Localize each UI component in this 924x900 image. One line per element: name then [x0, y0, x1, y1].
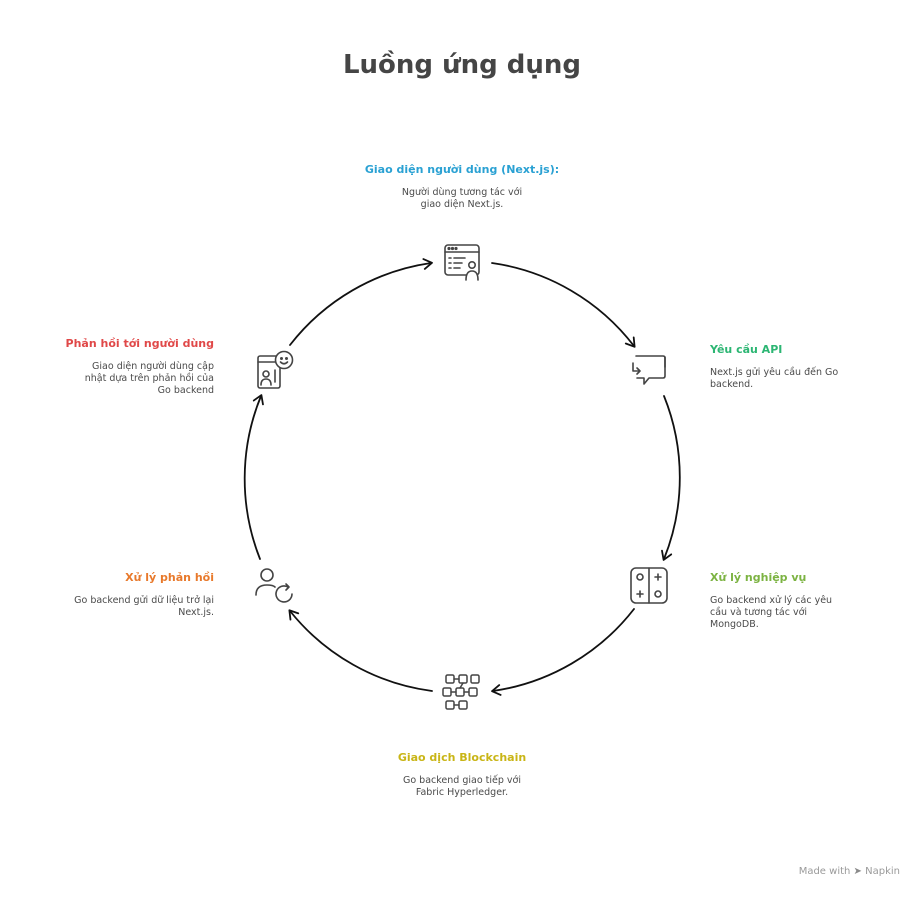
napkin-credit[interactable]: Made with ➤ Napkin — [799, 866, 900, 877]
chat-exchange-icon — [632, 355, 666, 385]
node-4-description: Go backend giao tiếp với Fabric Hyperled… — [402, 775, 521, 798]
browser-user-icon — [444, 244, 480, 281]
node-5-description: Go backend gửi dữ liệu trở lại Next.js. — [74, 595, 214, 618]
feedback-user-icon — [257, 350, 294, 389]
node-3-description: Go backend xử lý các yêu cầu và tương tá… — [710, 595, 833, 630]
napkin-logo-icon: ➤ — [853, 866, 862, 877]
node-3-title: Xử lý nghiệp vụ — [710, 571, 807, 584]
diagram-title: Luồng ứng dụng — [342, 50, 582, 80]
node-2-title: Yêu cầu API — [710, 343, 783, 356]
cycle-arrows — [243, 258, 681, 696]
node-6-title: Phản hồi tới người dùng — [65, 337, 214, 350]
node-4-title: Giao dịch Blockchain — [397, 751, 527, 764]
napkin-brand: Napkin — [865, 866, 900, 877]
user-refresh-icon — [255, 568, 293, 603]
arrow-5-to-6 — [243, 394, 264, 560]
arrow-3-to-4 — [491, 608, 635, 696]
node-1-title: Giao diện người dùng (Next.js): — [364, 163, 560, 176]
node-5-title: Xử lý phản hồi — [125, 571, 214, 584]
node-6-description: Giao diện người dùng cập nhật dựa trên p… — [84, 361, 214, 396]
blockchain-blocks-icon — [442, 674, 480, 710]
node-2-description: Next.js gửi yêu cầu đến Go backend. — [710, 367, 839, 390]
made-with-label: Made with — [798, 866, 851, 877]
arrow-4-to-5 — [288, 609, 433, 692]
arrow-6-to-1 — [289, 258, 433, 346]
controller-icon — [630, 567, 668, 604]
node-1-description: Người dùng tương tác với giao diện Next.… — [401, 187, 523, 210]
arrow-1-to-2 — [491, 262, 636, 348]
arrow-2-to-3 — [661, 395, 681, 561]
